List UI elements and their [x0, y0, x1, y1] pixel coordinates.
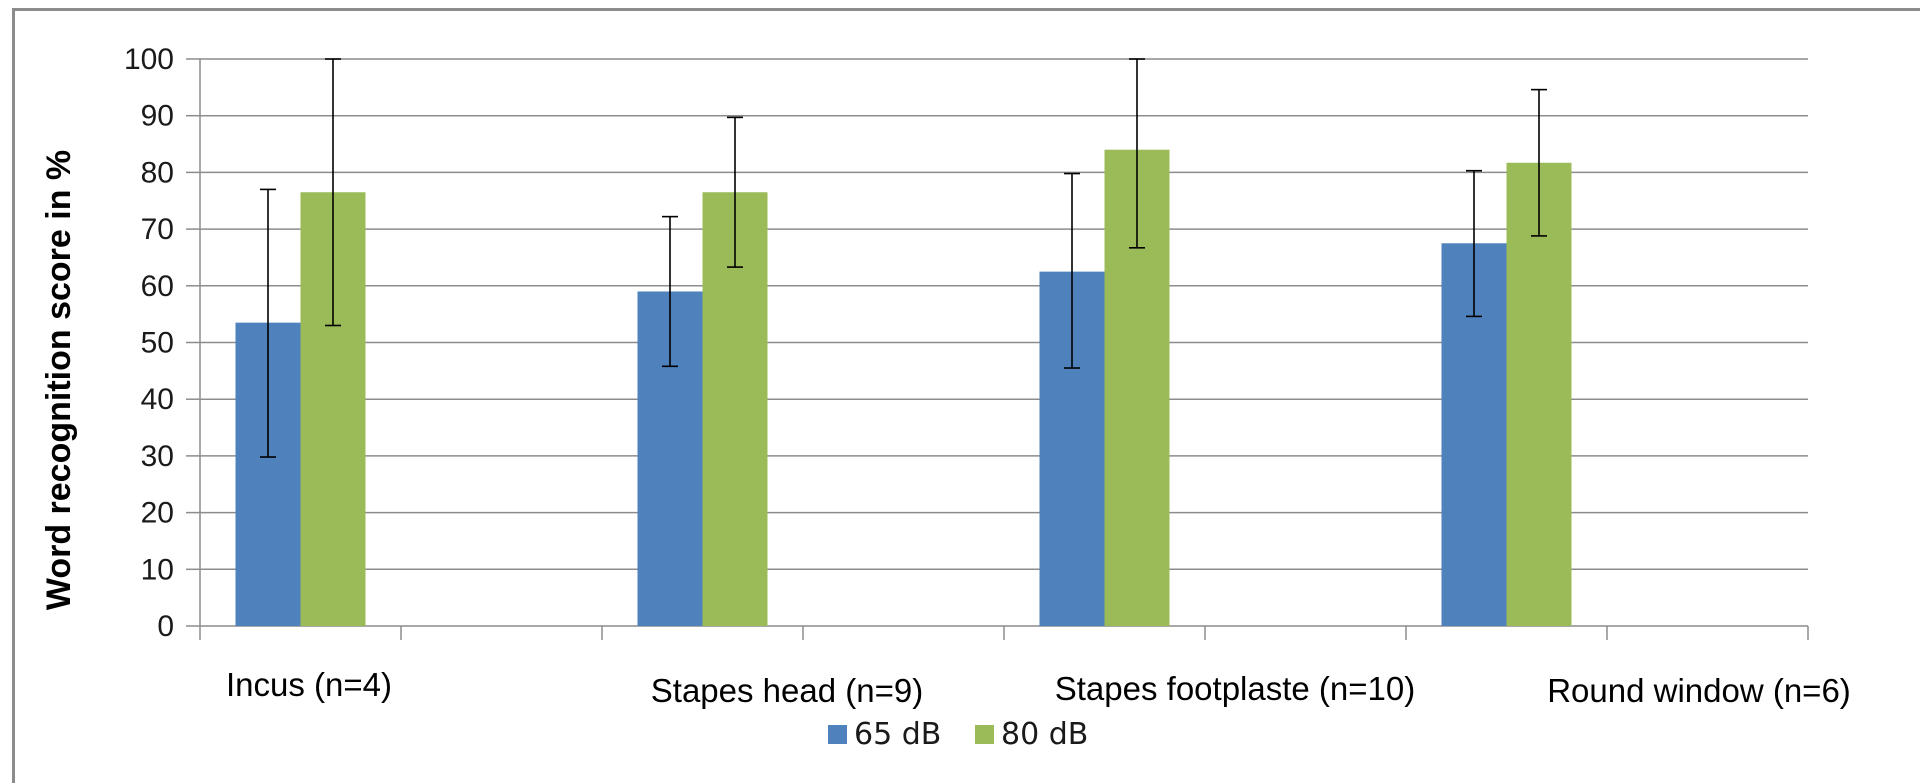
- chart-frame: [12, 8, 1920, 783]
- y-tick-label: 90: [141, 100, 174, 133]
- y-tick-label: 100: [124, 43, 174, 76]
- y-tick-label: 70: [141, 213, 174, 246]
- category-label: Round window (n=6): [1547, 672, 1851, 709]
- category-label: Incus (n=4): [226, 666, 392, 703]
- y-tick-label: 50: [141, 327, 174, 360]
- y-tick-label: 60: [141, 270, 174, 303]
- y-axis-title: Word recognition score in %: [40, 150, 78, 610]
- category-labels: Incus (n=4) Stapes head (n=9) Stapes footp…: [226, 666, 1851, 709]
- y-tick-label: 40: [141, 383, 174, 416]
- legend-label: 65 dB: [854, 717, 941, 752]
- category-label: Stapes footplaste (n=10): [1055, 670, 1416, 707]
- bar-80-db: [1506, 162, 1572, 627]
- bars: [235, 149, 1572, 627]
- y-tick-labels: 0 10 20 30 40 50 60 70 80 90 100: [124, 43, 174, 643]
- legend-label: 80 dB: [1001, 717, 1088, 752]
- y-tick-label: 30: [141, 440, 174, 473]
- legend: 65 dB 80 dB: [828, 717, 1088, 752]
- error-bars: [260, 58, 1547, 458]
- y-tick-label: 0: [157, 610, 174, 643]
- category-label: Stapes head (n=9): [651, 672, 923, 709]
- y-tick-label: 80: [141, 156, 174, 189]
- y-tick-label: 20: [141, 497, 174, 530]
- legend-swatch: [975, 725, 994, 744]
- y-tick-label: 10: [141, 553, 174, 586]
- legend-swatch: [828, 725, 847, 744]
